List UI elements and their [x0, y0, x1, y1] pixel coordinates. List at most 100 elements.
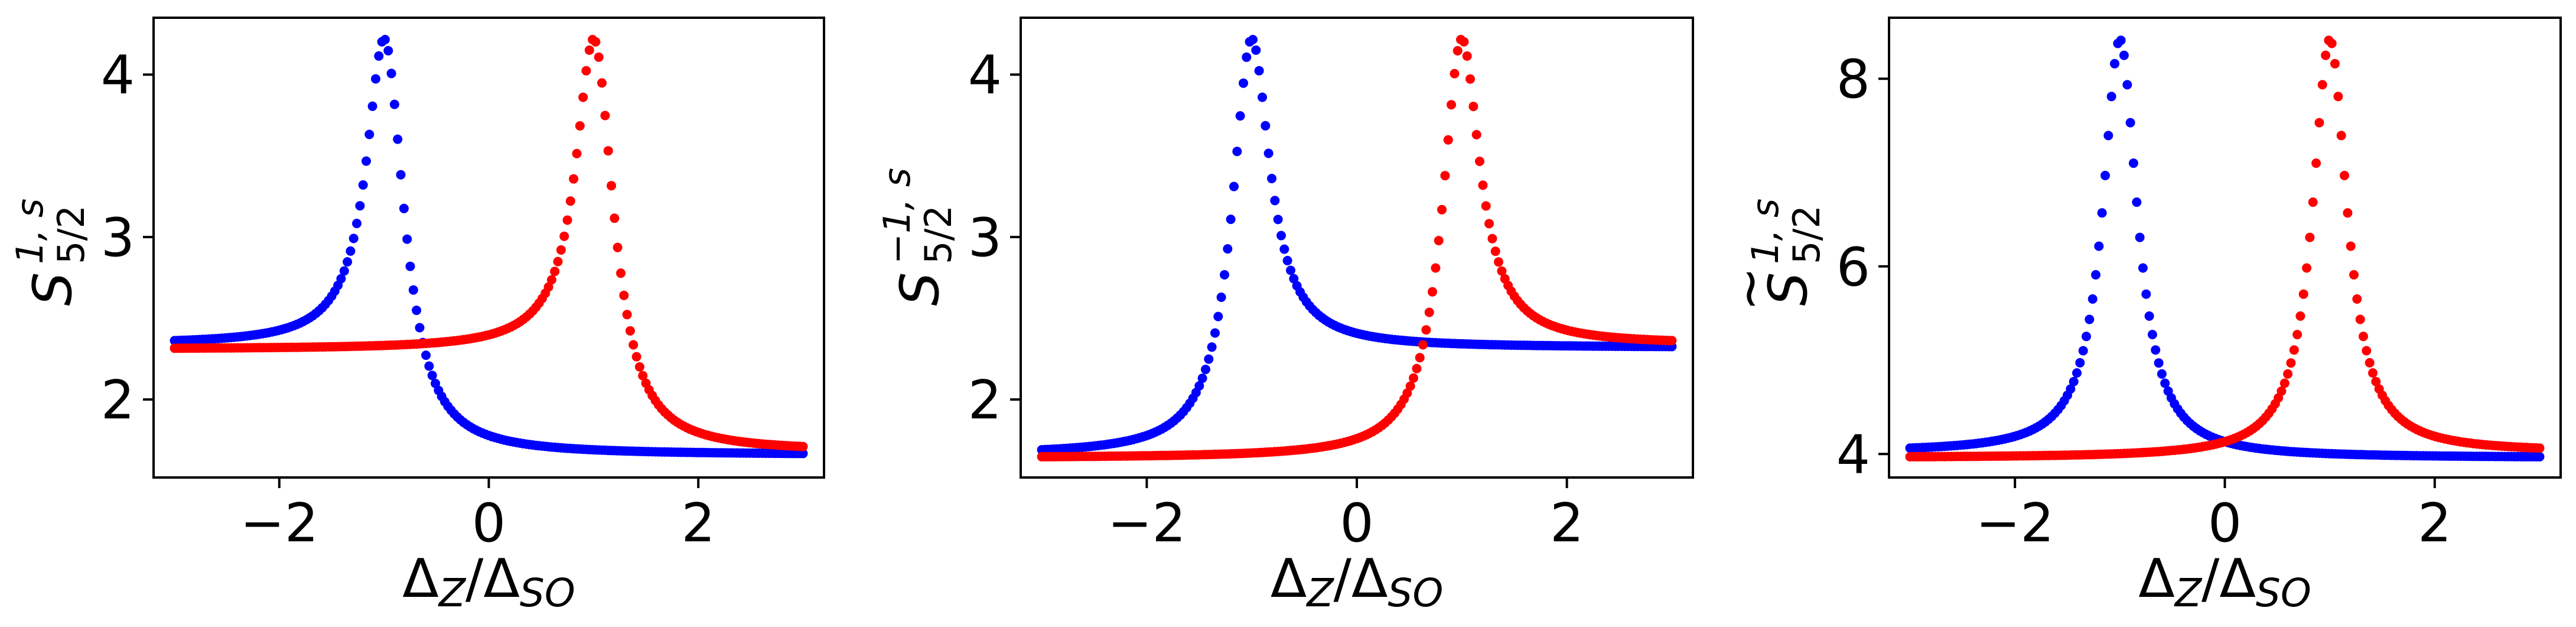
data-point	[1484, 219, 1494, 229]
data-point	[1459, 37, 1469, 47]
data-point	[389, 99, 399, 109]
data-point	[798, 441, 808, 451]
series-2	[1037, 35, 1677, 462]
data-point	[584, 45, 594, 55]
data-point	[569, 174, 579, 184]
data-point	[1487, 233, 1497, 243]
data-point	[1279, 244, 1289, 254]
data-point	[2321, 50, 2331, 60]
data-point	[396, 170, 406, 180]
data-point	[343, 257, 353, 267]
data-point	[1428, 287, 1437, 297]
data-point	[1418, 340, 1428, 350]
data-point	[383, 46, 393, 56]
data-point	[2119, 50, 2129, 60]
data-point	[1204, 354, 1214, 364]
data-point	[393, 134, 403, 144]
y-tick-label: 2	[101, 369, 135, 431]
data-point	[1415, 353, 1425, 363]
data-point	[2135, 232, 2145, 242]
y-axis-label: S 5/21, s	[8, 199, 93, 306]
data-point	[2365, 358, 2375, 368]
data-point	[374, 51, 384, 61]
data-point	[1475, 157, 1484, 166]
data-point	[2340, 171, 2349, 180]
x-axis-label: ΔZ/ΔSO	[1271, 548, 1444, 616]
data-point	[1276, 230, 1286, 241]
data-point	[2069, 376, 2079, 386]
chart-panel-2: −2 0 2 2 3 4 ΔZ/ΔSO S 5/2−1, s	[875, 17, 1694, 616]
data-point	[412, 306, 422, 316]
data-point	[371, 74, 380, 84]
data-point	[1248, 35, 1258, 44]
data-point	[421, 350, 431, 360]
data-point	[2336, 131, 2346, 141]
data-point	[424, 361, 434, 371]
data-point	[2103, 131, 2113, 141]
data-point	[1424, 307, 1434, 317]
y-axis-label-tilde: ~	[1718, 267, 1780, 311]
data-point	[2308, 197, 2318, 207]
data-point	[2147, 330, 2157, 340]
data-point	[1220, 270, 1229, 280]
data-point	[2359, 332, 2368, 342]
data-point	[2157, 369, 2167, 379]
data-point	[408, 285, 418, 295]
data-point	[622, 310, 632, 320]
data-point	[364, 129, 374, 139]
x-tick-label: 0	[472, 492, 506, 554]
data-point	[2333, 92, 2343, 102]
data-point	[1194, 381, 1204, 391]
data-point	[2116, 35, 2126, 46]
data-point	[1481, 201, 1491, 211]
data-point	[2311, 158, 2321, 168]
data-point	[415, 323, 425, 333]
data-point	[1232, 147, 1242, 157]
data-point	[2151, 345, 2161, 355]
data-point	[2298, 289, 2308, 299]
data-point	[1462, 51, 1472, 61]
series-1	[1037, 35, 1677, 455]
data-point	[1207, 342, 1217, 352]
y-axis-label-sub: 5/2	[50, 205, 93, 264]
data-point	[1251, 45, 1261, 55]
data-point	[1412, 363, 1422, 373]
y-axis-label-main: S	[22, 272, 84, 306]
x-tick-label: 2	[2418, 492, 2451, 554]
data-point	[1254, 66, 1264, 76]
y-tick-label: 3	[968, 207, 1002, 269]
data-point	[1431, 263, 1441, 273]
data-point	[2085, 314, 2095, 324]
data-point	[613, 242, 623, 252]
y-tick-label: 8	[1836, 48, 1870, 111]
data-point	[575, 121, 585, 131]
data-point	[427, 371, 437, 381]
data-point	[1437, 204, 1447, 215]
data-point	[559, 231, 569, 241]
data-point	[2371, 376, 2381, 386]
data-point	[2346, 241, 2356, 251]
data-point	[380, 35, 390, 44]
data-point	[2305, 232, 2315, 242]
data-point	[2097, 208, 2107, 218]
data-point	[625, 326, 635, 336]
x-tick-label: −2	[240, 492, 318, 554]
data-point	[1201, 365, 1210, 375]
data-point	[591, 37, 601, 47]
data-point	[597, 78, 607, 88]
y-axis-label-sub: 5/2	[917, 205, 960, 264]
data-point	[1468, 102, 1478, 112]
data-point	[1258, 92, 1267, 102]
data-point	[1453, 46, 1463, 56]
data-point	[1447, 100, 1456, 110]
data-point	[572, 148, 582, 158]
data-point	[1490, 246, 1500, 256]
plot-frame	[152, 17, 825, 479]
data-point	[2094, 241, 2104, 251]
data-point	[594, 52, 604, 62]
data-point	[2154, 358, 2164, 368]
y-tick-label: 4	[1836, 424, 1870, 486]
chart-panel-3: −2 0 2 4 6 8 ΔZ/ΔSO S~5/21, s	[1718, 17, 2562, 616]
data-point	[550, 267, 560, 277]
